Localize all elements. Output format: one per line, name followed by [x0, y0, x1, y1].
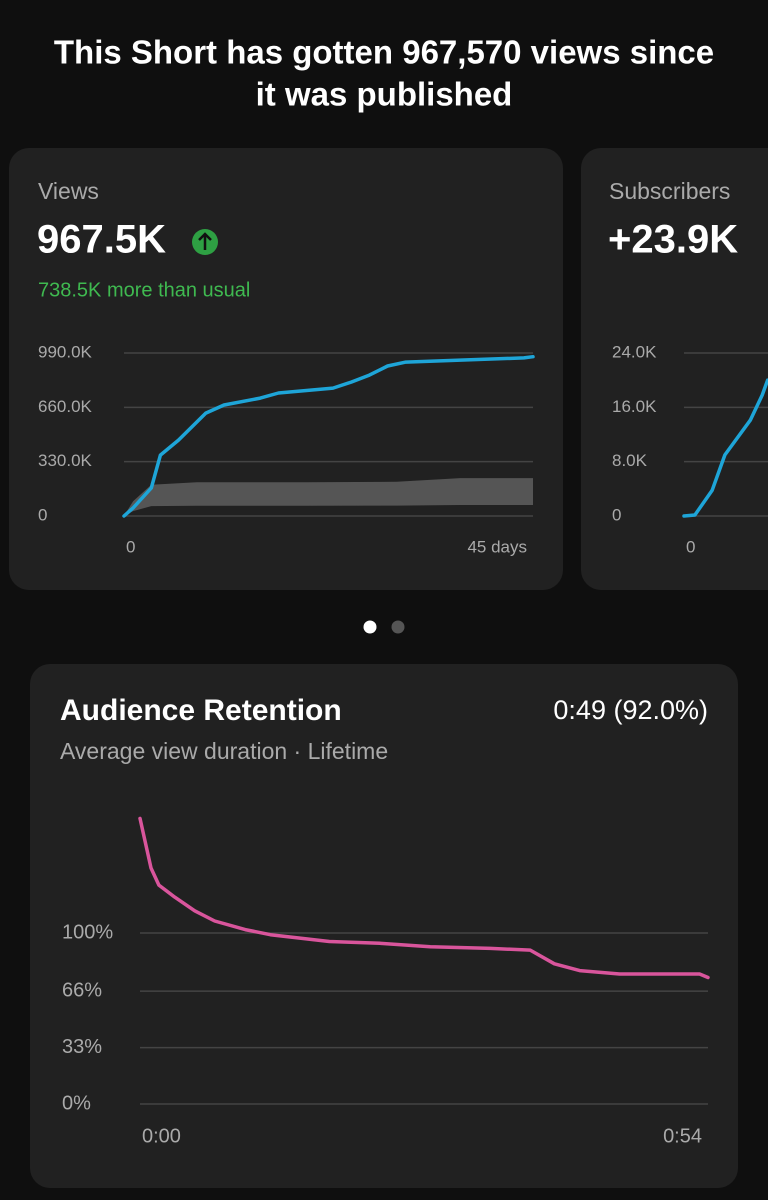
y-tick-label: 990.0K [38, 342, 93, 361]
retention-value: 0:49 (92.0%) [553, 695, 708, 725]
page-dot-active[interactable] [363, 620, 377, 634]
y-tick-label: 0% [62, 1092, 91, 1114]
page-title: it was published [256, 76, 513, 113]
x-tick-label: 0 [686, 537, 695, 556]
line [682, 378, 768, 518]
y-tick-label: 66% [62, 979, 102, 1001]
y-tick-label: 660.0K [38, 397, 93, 416]
page-dot[interactable] [391, 620, 405, 634]
card-label: Views [38, 178, 99, 204]
retention-subtitle: Average view duration · Lifetime [60, 738, 388, 764]
line [122, 354, 535, 518]
typical-range [124, 478, 533, 516]
x-tick-label: 0:00 [142, 1125, 181, 1147]
x-tick-label: 0:54 [663, 1125, 702, 1147]
subscribers-card[interactable] [581, 148, 768, 590]
card-value: +23.9K [608, 218, 738, 262]
x-tick-label: 0 [126, 537, 135, 556]
y-tick-label: 24.0K [612, 342, 657, 361]
card-note: 738.5K more than usual [38, 279, 250, 301]
retention-title: Audience Retention [60, 694, 342, 727]
card-value: 967.5K [37, 218, 166, 262]
up-icon [192, 229, 218, 255]
x-tick-label: 45 days [467, 537, 527, 556]
y-tick-label: 0 [612, 505, 621, 524]
y-tick-label: 330.0K [38, 451, 93, 470]
y-tick-label: 0 [38, 505, 47, 524]
page-title: This Short has gotten 967,570 views sinc… [54, 34, 714, 71]
y-tick-label: 100% [62, 921, 113, 943]
y-tick-label: 8.0K [612, 451, 648, 470]
line [138, 816, 710, 980]
y-tick-label: 16.0K [612, 397, 657, 416]
views-card[interactable] [9, 148, 563, 590]
retention-card [30, 664, 738, 1188]
card-label: Subscribers [609, 178, 730, 204]
y-tick-label: 33% [62, 1036, 102, 1058]
